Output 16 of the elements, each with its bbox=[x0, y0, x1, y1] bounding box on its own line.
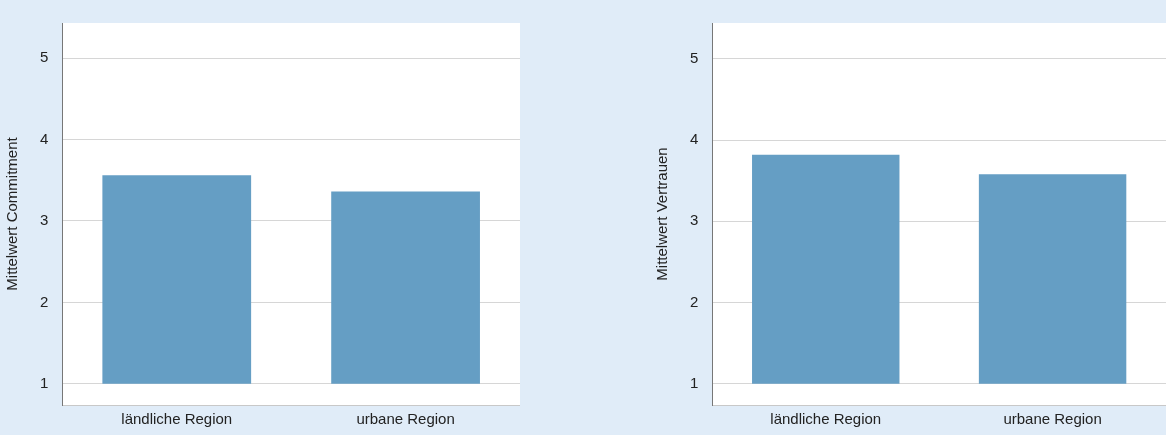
y-tick-label: 4 bbox=[40, 129, 49, 147]
x-tick-label: ländliche Region bbox=[770, 410, 882, 428]
x-tick-label: urbane Region bbox=[1003, 410, 1102, 428]
x-tick-label: ländliche Region bbox=[121, 410, 233, 428]
y-tick-label: 2 bbox=[690, 292, 699, 310]
y-axis-title: Mittelwert Commitment bbox=[3, 136, 21, 291]
y-tick-label: 5 bbox=[690, 48, 699, 66]
x-tick-label: urbane Region bbox=[356, 410, 455, 428]
y-axis-title: Mittelwert Vertrauen bbox=[653, 147, 671, 281]
y-tick-label: 3 bbox=[40, 211, 49, 229]
y-tick-label: 3 bbox=[690, 211, 699, 229]
y-tick-label: 2 bbox=[40, 292, 49, 310]
y-tick-label: 1 bbox=[40, 373, 49, 391]
y-tick-label: 1 bbox=[690, 374, 699, 392]
y-tick-label: 4 bbox=[690, 130, 699, 148]
y-tick-label: 5 bbox=[40, 48, 49, 66]
